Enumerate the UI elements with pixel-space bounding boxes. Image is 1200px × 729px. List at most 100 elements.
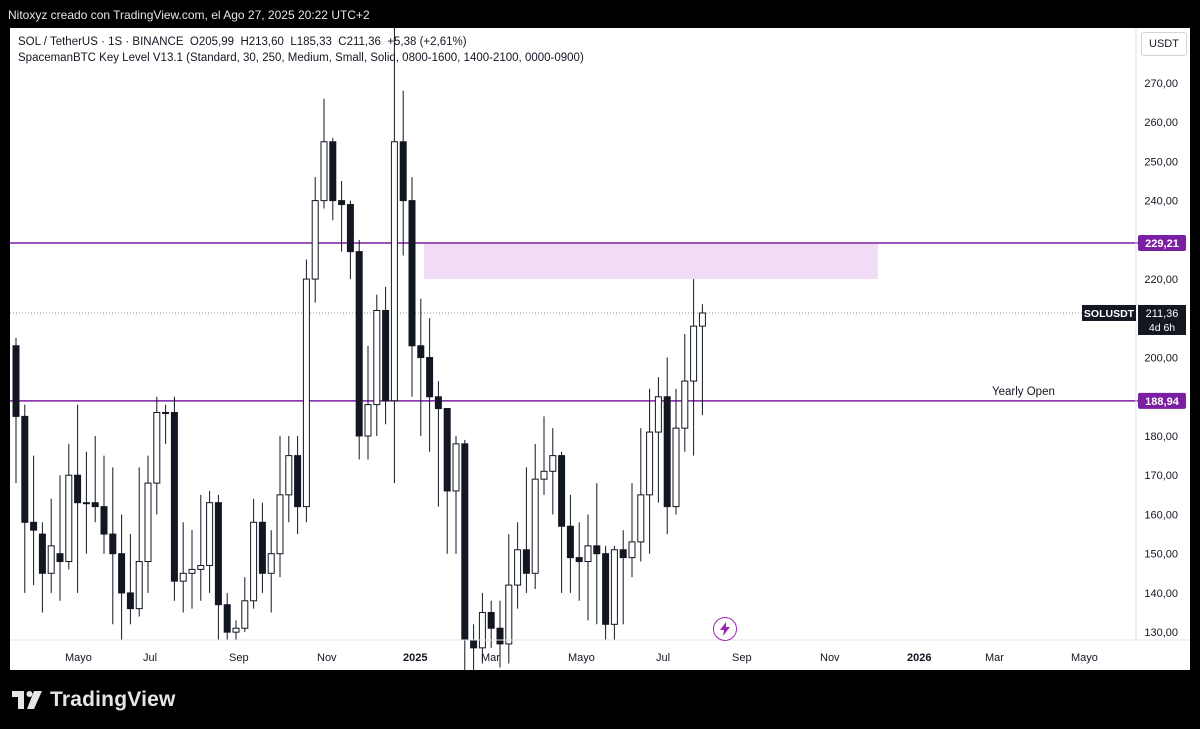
candle[interactable]: [496, 600, 504, 668]
candle[interactable]: [672, 388, 680, 515]
candle[interactable]: [514, 522, 522, 609]
candle[interactable]: [558, 451, 566, 593]
candle[interactable]: [443, 408, 451, 554]
candle[interactable]: [698, 304, 706, 416]
candle[interactable]: [654, 377, 662, 503]
candle[interactable]: [320, 98, 328, 209]
candle[interactable]: [258, 502, 266, 593]
candle[interactable]: [223, 592, 231, 640]
price-tick-label: 150,00: [1144, 549, 1178, 561]
candle[interactable]: [241, 577, 249, 633]
candle[interactable]: [82, 451, 90, 554]
candle[interactable]: [188, 530, 196, 609]
candle[interactable]: [549, 428, 557, 515]
candle[interactable]: [399, 90, 407, 256]
candle[interactable]: [100, 455, 108, 554]
candle[interactable]: [575, 522, 583, 601]
legend-open: O205,99: [189, 36, 235, 48]
candle[interactable]: [38, 522, 46, 613]
candle[interactable]: [637, 428, 645, 562]
candle[interactable]: [144, 455, 152, 593]
indicator-legend[interactable]: SpacemanBTC Key Level V13.1 (Standard, 3…: [18, 52, 584, 64]
candle[interactable]: [267, 530, 275, 613]
candle[interactable]: [153, 396, 161, 515]
candle[interactable]: [663, 357, 671, 535]
candle[interactable]: [126, 534, 134, 625]
candle[interactable]: [531, 443, 539, 589]
candle[interactable]: [681, 334, 689, 452]
candle[interactable]: [162, 404, 170, 444]
flash-icon[interactable]: [713, 617, 737, 641]
candle[interactable]: [426, 318, 434, 452]
yearly-open-price-text: 188,94: [1145, 396, 1180, 408]
candle[interactable]: [373, 294, 381, 436]
time-tick-label: Sep: [229, 652, 249, 664]
candle[interactable]: [214, 494, 222, 640]
candle[interactable]: [566, 494, 574, 593]
candle[interactable]: [12, 337, 20, 484]
candle[interactable]: [461, 439, 469, 670]
candle[interactable]: [250, 498, 258, 609]
price-tick-label: 240,00: [1144, 196, 1178, 208]
candle[interactable]: [646, 388, 654, 554]
candle[interactable]: [522, 467, 530, 593]
legend-change: +5,38 (+2,61%): [387, 36, 467, 48]
candle[interactable]: [91, 436, 99, 523]
symbol-legend[interactable]: SOL / TetherUS · 1S · BINANCE O205,99 H2…: [18, 36, 467, 48]
candle[interactable]: [311, 177, 319, 303]
candle[interactable]: [56, 475, 64, 601]
candle[interactable]: [118, 514, 126, 640]
candle[interactable]: [619, 530, 627, 625]
candle[interactable]: [690, 279, 698, 456]
candlestick-chart[interactable]: 130,00140,00150,00160,00170,00180,00190,…: [10, 28, 1190, 670]
candle[interactable]: [276, 436, 284, 578]
candle[interactable]: [610, 545, 618, 640]
candle[interactable]: [197, 494, 205, 601]
candle[interactable]: [355, 239, 363, 460]
time-tick-label: 2026: [907, 652, 931, 664]
candle[interactable]: [478, 592, 486, 664]
candle[interactable]: [74, 404, 82, 593]
chart-panel[interactable]: 130,00140,00150,00160,00170,00180,00190,…: [10, 28, 1190, 670]
candle[interactable]: [21, 404, 29, 593]
candle[interactable]: [179, 522, 187, 613]
time-tick-label: Sep: [732, 652, 752, 664]
tradingview-logo-icon: [12, 691, 42, 709]
time-tick-label: 2025: [403, 652, 427, 664]
candle[interactable]: [47, 498, 55, 593]
candle[interactable]: [346, 200, 354, 280]
candle[interactable]: [434, 381, 442, 507]
candle[interactable]: [109, 467, 117, 625]
candle[interactable]: [170, 396, 178, 601]
candle[interactable]: [294, 436, 302, 535]
candle[interactable]: [338, 181, 346, 252]
candle[interactable]: [135, 467, 143, 617]
candle[interactable]: [584, 514, 592, 621]
candle[interactable]: [65, 443, 73, 570]
time-tick-label: Mayo: [1071, 652, 1098, 664]
candle[interactable]: [232, 620, 240, 640]
candle[interactable]: [593, 483, 601, 625]
candle[interactable]: [329, 137, 337, 221]
price-tick-label: 260,00: [1144, 117, 1178, 129]
symbol-tag-text: SOLUSDT: [1084, 308, 1135, 320]
price-tick-label: 160,00: [1144, 509, 1178, 521]
candle[interactable]: [408, 177, 416, 397]
candle[interactable]: [602, 545, 610, 640]
candle[interactable]: [452, 436, 460, 554]
candle[interactable]: [417, 298, 425, 436]
candle[interactable]: [390, 28, 398, 484]
candle[interactable]: [285, 436, 293, 523]
candle[interactable]: [628, 483, 636, 578]
candle[interactable]: [382, 286, 390, 425]
candle[interactable]: [540, 416, 548, 495]
candle[interactable]: [487, 600, 495, 648]
candle[interactable]: [505, 534, 513, 664]
candle[interactable]: [364, 345, 372, 460]
candle[interactable]: [470, 624, 478, 670]
yearly-open-price-label: 188,94: [1138, 392, 1186, 409]
candle[interactable]: [30, 455, 38, 586]
currency-button[interactable]: USDT: [1141, 32, 1187, 56]
candle[interactable]: [206, 490, 214, 593]
candle[interactable]: [302, 259, 310, 523]
